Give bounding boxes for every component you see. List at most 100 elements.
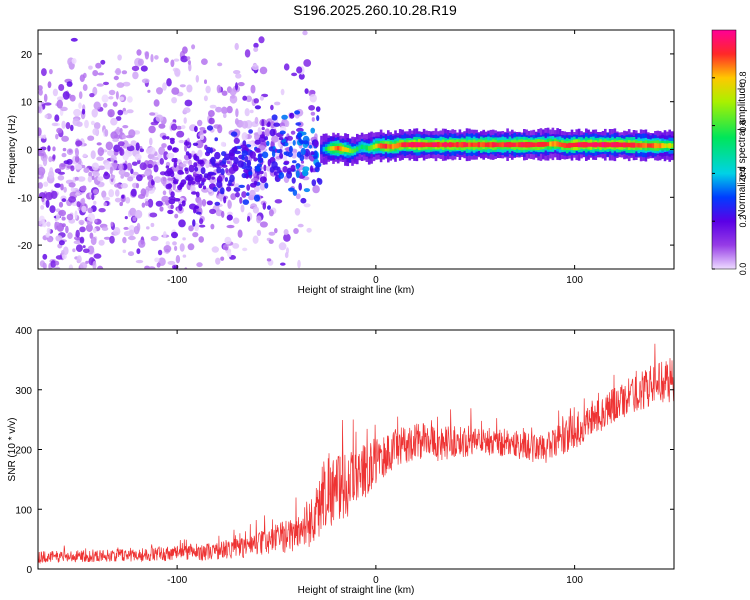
cluster-blob	[184, 167, 189, 172]
noise-blob	[79, 236, 85, 244]
ridge-cell	[565, 143, 569, 148]
noise-blob	[244, 49, 251, 58]
cluster-blob	[261, 151, 269, 159]
ridge-cell	[356, 146, 359, 152]
noise-blob	[131, 161, 138, 166]
noise-blob	[208, 117, 215, 125]
x-tick-label: 0	[373, 275, 379, 286]
colorbar-label: Normalized spectral amplitude	[737, 82, 748, 217]
noise-blob	[256, 215, 262, 224]
ridge-cell	[367, 146, 371, 152]
noise-blob	[49, 69, 53, 75]
noise-blob	[180, 125, 186, 130]
noise-blob	[58, 201, 64, 208]
y-tick-label: 400	[15, 326, 32, 337]
noise-blob	[75, 140, 83, 147]
noise-blob	[49, 274, 56, 279]
cluster-blob	[276, 149, 281, 154]
noise-blob	[91, 193, 95, 201]
noise-blob	[79, 262, 88, 269]
noise-blob	[108, 189, 115, 198]
noise-blob	[253, 98, 259, 104]
ridge-cell	[561, 142, 564, 148]
noise-blob	[229, 94, 238, 104]
ridge-cell	[639, 143, 643, 148]
ridge-cell	[508, 142, 512, 148]
noise-blob	[42, 157, 48, 167]
noise-blob	[160, 176, 167, 185]
noise-blob	[190, 185, 196, 193]
cluster-blob	[169, 137, 175, 141]
noise-blob	[274, 199, 283, 204]
cluster-blob	[273, 122, 281, 127]
noise-blob	[300, 160, 305, 164]
noise-blob	[194, 222, 200, 232]
cluster-blob	[289, 112, 295, 119]
noise-blob	[82, 248, 90, 254]
cluster-blob	[173, 180, 179, 185]
noise-blob	[60, 183, 64, 191]
noise-blob	[46, 221, 51, 227]
ridge-cell	[475, 142, 478, 147]
noise-blob	[295, 193, 301, 200]
noise-blob	[125, 135, 134, 139]
noise-blob	[85, 223, 93, 232]
noise-blob	[203, 129, 207, 134]
cluster-blob	[278, 172, 285, 179]
noise-blob	[136, 174, 143, 182]
noise-blob	[47, 145, 51, 152]
noise-blob	[294, 208, 301, 216]
ridge-cell	[527, 142, 531, 148]
noise-blob	[92, 189, 99, 195]
cluster-blob	[253, 194, 261, 202]
noise-blob	[74, 164, 83, 170]
noise-blob	[65, 122, 71, 130]
noise-blob	[43, 134, 47, 140]
noise-blob	[71, 284, 77, 288]
cluster-blob	[192, 142, 199, 146]
noise-blob	[135, 142, 140, 151]
noise-blob	[76, 201, 81, 208]
noise-blob	[283, 63, 290, 71]
cluster-blob	[177, 169, 184, 175]
noise-blob	[162, 135, 167, 140]
noise-blob	[296, 127, 304, 133]
cluster-blob	[291, 177, 296, 184]
noise-blob	[149, 212, 158, 218]
noise-blob	[100, 59, 106, 65]
noise-blob	[67, 232, 73, 240]
noise-blob	[133, 225, 140, 235]
noise-blob	[170, 204, 174, 210]
cluster-blob	[203, 173, 209, 179]
noise-blob	[150, 179, 155, 186]
noise-blob	[115, 116, 122, 121]
noise-blob	[259, 66, 268, 75]
cluster-blob	[214, 137, 218, 142]
noise-blob	[110, 221, 114, 227]
ridge-cell	[596, 142, 600, 147]
cluster-blob	[211, 176, 216, 180]
noise-blob	[235, 73, 242, 79]
noise-blob	[121, 134, 127, 140]
ridge-cell	[499, 142, 502, 148]
ridge-cell	[408, 142, 412, 147]
cluster-blob	[267, 205, 271, 210]
noise-blob	[50, 260, 57, 268]
noise-blob	[150, 121, 159, 126]
noise-blob	[309, 93, 317, 103]
noise-blob	[45, 199, 50, 208]
ridge-cell	[532, 142, 536, 147]
cluster-blob	[206, 146, 212, 154]
noise-blob	[68, 264, 74, 269]
noise-blob	[184, 144, 188, 152]
noise-blob	[217, 124, 223, 134]
cluster-blob	[310, 165, 313, 173]
ridge-cell	[551, 141, 555, 147]
ridge-cell	[336, 146, 340, 151]
noise-blob	[119, 282, 125, 287]
noise-blob	[171, 123, 177, 131]
ridge-cell	[575, 142, 578, 147]
cluster-blob	[187, 176, 194, 182]
noise-blob	[199, 218, 204, 225]
cluster-blob	[173, 160, 177, 168]
